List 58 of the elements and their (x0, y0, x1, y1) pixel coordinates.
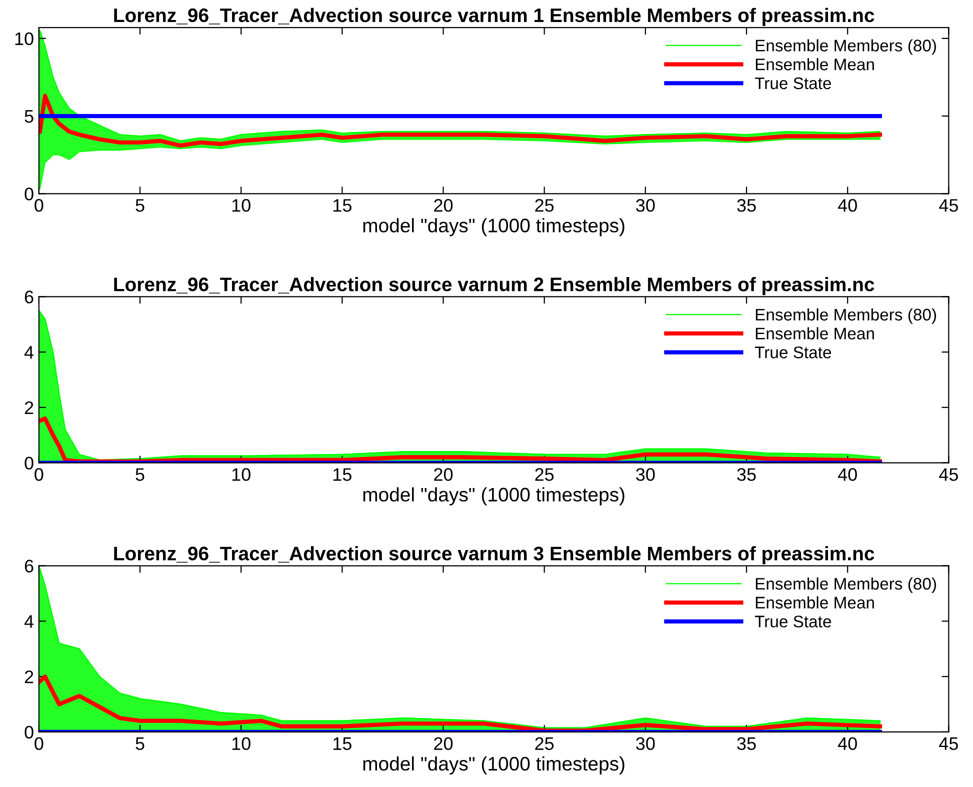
x-tick-label: 5 (136, 737, 144, 750)
x-tick-label: 30 (636, 199, 655, 212)
x-tick-label: 20 (434, 468, 453, 481)
legend-label: True State (754, 616, 831, 628)
x-tick-label: 45 (939, 199, 958, 212)
y-tick-label: 10 (15, 32, 34, 46)
x-tick-label: 35 (737, 468, 756, 481)
legend-label: Ensemble Members (80) (756, 577, 936, 593)
legend-label: Ensemble Mean (756, 327, 874, 340)
x-tick-label: 10 (232, 468, 250, 481)
y-tick-label: 6 (24, 560, 34, 573)
x-tick-label: 30 (636, 737, 655, 750)
x-axis-title: model "days" (1000 timesteps) (363, 756, 624, 775)
y-tick-label: 5 (24, 110, 34, 123)
x-tick-label: 45 (939, 468, 958, 481)
legend-label: Ensemble Members (80) (756, 308, 936, 324)
y-tick-label: 0 (24, 456, 34, 470)
x-tick-label: 20 (434, 737, 453, 750)
x-tick-label: 10 (232, 199, 250, 212)
x-tick-label: 10 (232, 737, 250, 750)
x-tick-label: 5 (136, 468, 144, 481)
x-tick-label: 25 (535, 468, 554, 481)
x-tick-label: 35 (737, 199, 756, 212)
chart-title: Lorenz_96_Tracer_Advection source varnum 2 Ensemble Members of preassim.nc (114, 277, 874, 296)
x-tick-label: 40 (838, 468, 857, 481)
y-tick-label: 2 (24, 670, 34, 684)
legend-label: True State (754, 346, 831, 358)
x-tick-label: 0 (34, 468, 44, 481)
x-tick-label: 35 (737, 737, 756, 750)
x-tick-label: 15 (334, 737, 352, 750)
line-series (38, 674, 882, 732)
y-tick-label: 6 (24, 290, 34, 304)
x-tick-label: 25 (535, 737, 554, 750)
x-tick-label: 45 (939, 737, 958, 750)
x-tick-label: 15 (334, 199, 352, 212)
legend-label: Ensemble Members (80) (756, 39, 936, 55)
x-tick-label: 25 (535, 199, 554, 212)
x-tick-label: 0 (34, 737, 44, 750)
y-tick-label: 0 (24, 726, 34, 739)
legend-label: Ensemble Mean (756, 596, 874, 609)
x-tick-label: 15 (334, 468, 352, 481)
y-tick-label: 4 (24, 346, 34, 359)
chart-title: Lorenz_96_Tracer_Advection source varnum 3 Ensemble Members of preassim.nc (114, 546, 874, 564)
x-tick-label: 5 (136, 199, 144, 212)
chart-title: Lorenz_96_Tracer_Advection source varnum 1 Ensemble Members of preassim.nc (114, 8, 874, 26)
x-tick-label: 40 (838, 199, 857, 212)
x-axis-title: model "days" (1000 timesteps) (363, 487, 624, 506)
y-tick-label: 2 (24, 401, 34, 414)
x-tick-label: 20 (434, 199, 453, 212)
y-tick-label: 4 (24, 615, 34, 628)
x-axis-title: model "days" (1000 timesteps) (363, 218, 624, 236)
x-tick-label: 0 (34, 199, 44, 212)
x-tick-label: 40 (838, 737, 857, 750)
x-tick-label: 30 (636, 468, 655, 481)
y-tick-label: 0 (24, 188, 34, 200)
line-series (38, 94, 882, 148)
legend-label: True State (754, 77, 831, 90)
legend-label: Ensemble Mean (756, 58, 874, 70)
